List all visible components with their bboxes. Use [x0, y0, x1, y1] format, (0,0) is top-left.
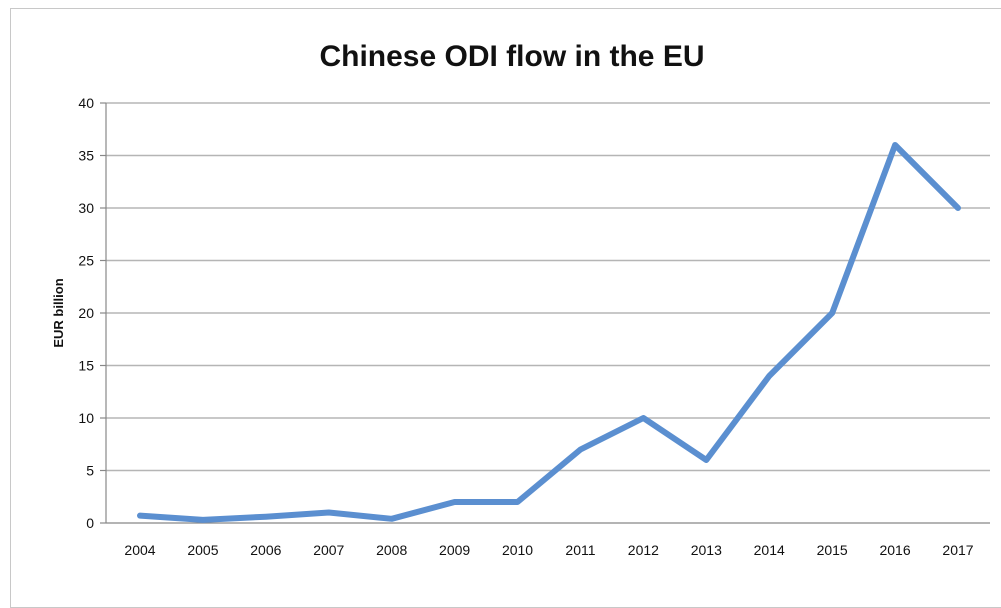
y-tick-label: 5: [86, 463, 94, 479]
y-tick-label: 0: [86, 515, 94, 531]
data-point: [389, 516, 395, 522]
series-line: [137, 142, 961, 523]
chart-title: Chinese ODI flow in the EU: [319, 40, 704, 73]
y-tick-label: 30: [78, 200, 94, 216]
y-tick-label: 40: [78, 95, 94, 111]
x-tick-label: 2004: [124, 542, 155, 558]
data-point: [766, 373, 772, 379]
y-tick-label: 35: [78, 148, 94, 164]
gridlines: [106, 102, 990, 472]
x-tick-label: 2014: [754, 542, 785, 558]
y-tick-labels: 0 5 10 15 20 25 30 35 40: [78, 95, 94, 531]
data-point: [452, 499, 458, 505]
y-tick-label: 10: [78, 410, 94, 426]
data-point: [137, 513, 143, 519]
data-point: [263, 514, 269, 520]
y-tick-label: 25: [78, 253, 94, 269]
x-tick-label: 2006: [250, 542, 281, 558]
data-point: [955, 205, 961, 211]
x-tick-label: 2013: [691, 542, 722, 558]
data-point: [200, 517, 206, 523]
x-tick-label: 2005: [187, 542, 218, 558]
x-tick-label: 2012: [628, 542, 659, 558]
axes: [100, 102, 990, 524]
x-tick-label: 2011: [565, 542, 595, 558]
x-tick-label: 2017: [942, 542, 973, 558]
series-layer: [137, 142, 961, 523]
x-tick-label: 2007: [313, 542, 344, 558]
data-point: [703, 457, 709, 463]
data-point: [892, 142, 898, 148]
y-tick-label: 20: [78, 305, 94, 321]
x-tick-label: 2009: [439, 542, 470, 558]
data-point: [640, 415, 646, 421]
data-point: [577, 447, 583, 452]
x-tick-label: 2008: [376, 542, 407, 558]
y-tick-label: 15: [78, 358, 94, 374]
y-axis-label: EUR billion: [51, 278, 66, 347]
x-tick-label: 2010: [502, 542, 533, 558]
x-tick-label: 2015: [817, 542, 848, 558]
x-tick-labels: 2004 2005 2006 2007 2008 2009 2010 2011 2012 2013…: [124, 542, 973, 558]
line-chart: Chinese ODI flow in the EU EUR billion 0…: [51, 40, 990, 558]
data-point: [829, 310, 835, 316]
data-point: [515, 499, 521, 505]
data-point: [326, 510, 332, 515]
x-tick-label: 2016: [879, 542, 910, 558]
